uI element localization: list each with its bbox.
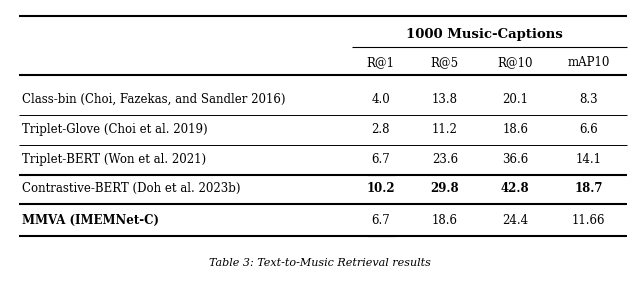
Text: 13.8: 13.8	[432, 93, 458, 106]
Text: 11.2: 11.2	[432, 123, 458, 136]
Text: 6.7: 6.7	[371, 153, 390, 166]
Text: 18.7: 18.7	[575, 182, 603, 195]
Text: 10.2: 10.2	[367, 182, 395, 195]
Text: 18.6: 18.6	[432, 214, 458, 227]
Text: 6.7: 6.7	[371, 214, 390, 227]
Text: 2.8: 2.8	[372, 123, 390, 136]
Text: 36.6: 36.6	[502, 153, 529, 166]
Text: 6.6: 6.6	[579, 123, 598, 136]
Text: 11.66: 11.66	[572, 214, 605, 227]
Text: 42.8: 42.8	[501, 182, 529, 195]
Text: Table 3: Text-to-Music Retrieval results: Table 3: Text-to-Music Retrieval results	[209, 258, 431, 268]
Text: MMVA (IMEMNet-C): MMVA (IMEMNet-C)	[22, 214, 159, 227]
Text: Triplet-BERT (Won et al. 2021): Triplet-BERT (Won et al. 2021)	[22, 153, 207, 166]
Text: Contrastive-BERT (Doh et al. 2023b): Contrastive-BERT (Doh et al. 2023b)	[22, 182, 241, 195]
Text: 24.4: 24.4	[502, 214, 528, 227]
Text: 1000 Music-Captions: 1000 Music-Captions	[406, 28, 563, 41]
Text: R@5: R@5	[431, 56, 459, 69]
Text: 18.6: 18.6	[502, 123, 528, 136]
Text: 20.1: 20.1	[502, 93, 528, 106]
Text: 14.1: 14.1	[576, 153, 602, 166]
Text: Class-bin (Choi, Fazekas, and Sandler 2016): Class-bin (Choi, Fazekas, and Sandler 20…	[22, 93, 286, 106]
Text: 23.6: 23.6	[432, 153, 458, 166]
Text: 8.3: 8.3	[579, 93, 598, 106]
Text: 29.8: 29.8	[431, 182, 459, 195]
Text: 4.0: 4.0	[371, 93, 390, 106]
Text: R@1: R@1	[367, 56, 395, 69]
Text: Triplet-Glove (Choi et al. 2019): Triplet-Glove (Choi et al. 2019)	[22, 123, 208, 136]
Text: mAP10: mAP10	[568, 56, 610, 69]
Text: R@10: R@10	[497, 56, 533, 69]
